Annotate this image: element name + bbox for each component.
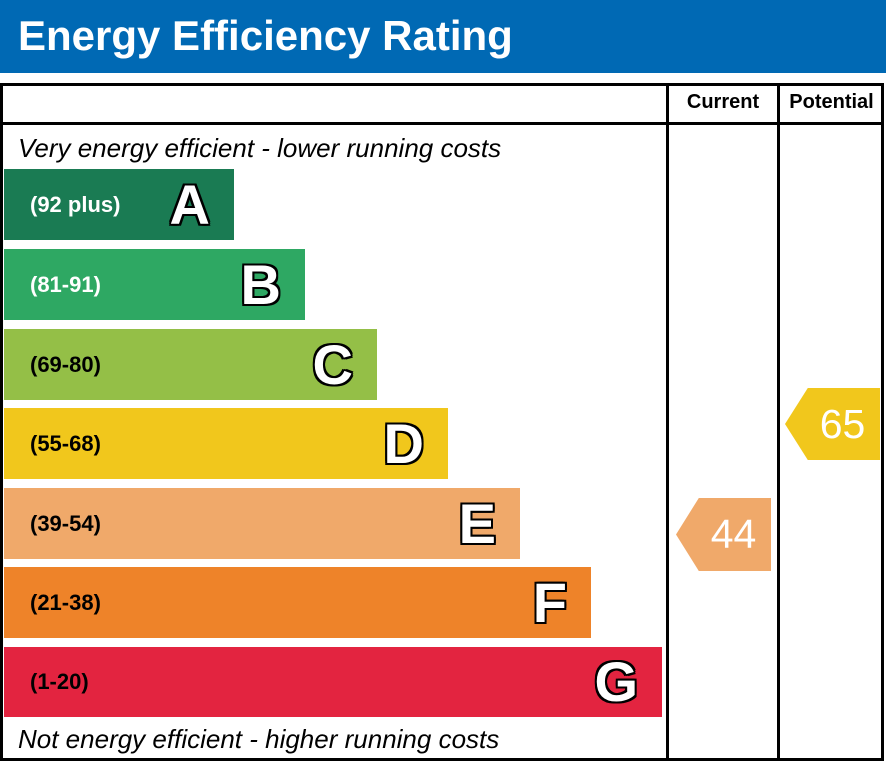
title-bar: Energy Efficiency Rating bbox=[0, 0, 886, 73]
band-e-letter: E bbox=[458, 491, 496, 555]
bottom-caption: Not energy efficient - higher running co… bbox=[18, 724, 500, 754]
band-b: (81-91) B bbox=[4, 249, 305, 320]
band-f-letter: F bbox=[532, 570, 567, 634]
current-column-header: Current bbox=[686, 91, 760, 113]
potential-rating-marker-arrow-icon: 65 bbox=[785, 388, 880, 460]
band-c-letter: C bbox=[312, 332, 353, 396]
potential-column-header: Potential bbox=[789, 91, 874, 113]
band-d-letter: D bbox=[383, 411, 424, 475]
band-a-range-label: (92 plus) bbox=[30, 191, 121, 217]
band-a-letter: A bbox=[169, 172, 210, 236]
band-a: (92 plus) A bbox=[4, 169, 234, 240]
band-g: (1-20) G bbox=[4, 647, 662, 717]
band-e-range-label: (39-54) bbox=[30, 510, 101, 536]
band-c-range-label: (69-80) bbox=[30, 351, 101, 377]
band-c: (69-80) C bbox=[4, 329, 377, 400]
band-d: (55-68) D bbox=[4, 408, 448, 479]
band-e: (39-54) E bbox=[4, 488, 520, 559]
current-rating-marker-arrow-icon: 44 bbox=[676, 498, 771, 571]
page-title: Energy Efficiency Rating bbox=[18, 12, 513, 59]
band-d-range-label: (55-68) bbox=[30, 430, 101, 456]
band-g-range-label: (1-20) bbox=[30, 669, 89, 694]
band-b-letter: B bbox=[240, 252, 281, 316]
header-row-divider bbox=[0, 122, 884, 125]
band-g-letter: G bbox=[594, 650, 638, 713]
band-b-range-label: (81-91) bbox=[30, 271, 101, 297]
band-f: (21-38) F bbox=[4, 567, 591, 638]
top-caption: Very energy efficient - lower running co… bbox=[18, 133, 502, 163]
band-f-range-label: (21-38) bbox=[30, 589, 101, 615]
potential-column-divider bbox=[777, 83, 780, 761]
potential-rating-value: 65 bbox=[819, 400, 866, 447]
current-rating-value: 44 bbox=[710, 511, 757, 557]
current-column-divider bbox=[666, 83, 669, 761]
